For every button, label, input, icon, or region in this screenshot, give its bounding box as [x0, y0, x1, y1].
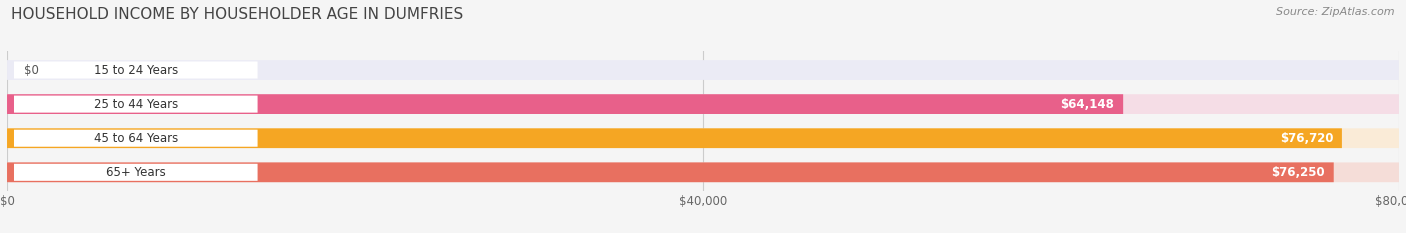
Text: $76,720: $76,720	[1279, 132, 1333, 145]
Text: 15 to 24 Years: 15 to 24 Years	[94, 64, 179, 76]
FancyBboxPatch shape	[7, 60, 1399, 80]
Text: $64,148: $64,148	[1060, 98, 1115, 111]
Text: $76,250: $76,250	[1271, 166, 1324, 179]
FancyBboxPatch shape	[7, 128, 1341, 148]
FancyBboxPatch shape	[14, 62, 257, 79]
Text: $0: $0	[24, 64, 39, 76]
FancyBboxPatch shape	[7, 162, 1334, 182]
FancyBboxPatch shape	[14, 130, 257, 147]
FancyBboxPatch shape	[7, 94, 1123, 114]
FancyBboxPatch shape	[14, 164, 257, 181]
FancyBboxPatch shape	[7, 162, 1399, 182]
Text: 25 to 44 Years: 25 to 44 Years	[94, 98, 179, 111]
Text: 65+ Years: 65+ Years	[105, 166, 166, 179]
Text: 45 to 64 Years: 45 to 64 Years	[94, 132, 179, 145]
FancyBboxPatch shape	[7, 94, 1399, 114]
Text: Source: ZipAtlas.com: Source: ZipAtlas.com	[1277, 7, 1395, 17]
FancyBboxPatch shape	[14, 96, 257, 113]
FancyBboxPatch shape	[7, 128, 1399, 148]
Text: HOUSEHOLD INCOME BY HOUSEHOLDER AGE IN DUMFRIES: HOUSEHOLD INCOME BY HOUSEHOLDER AGE IN D…	[11, 7, 464, 22]
